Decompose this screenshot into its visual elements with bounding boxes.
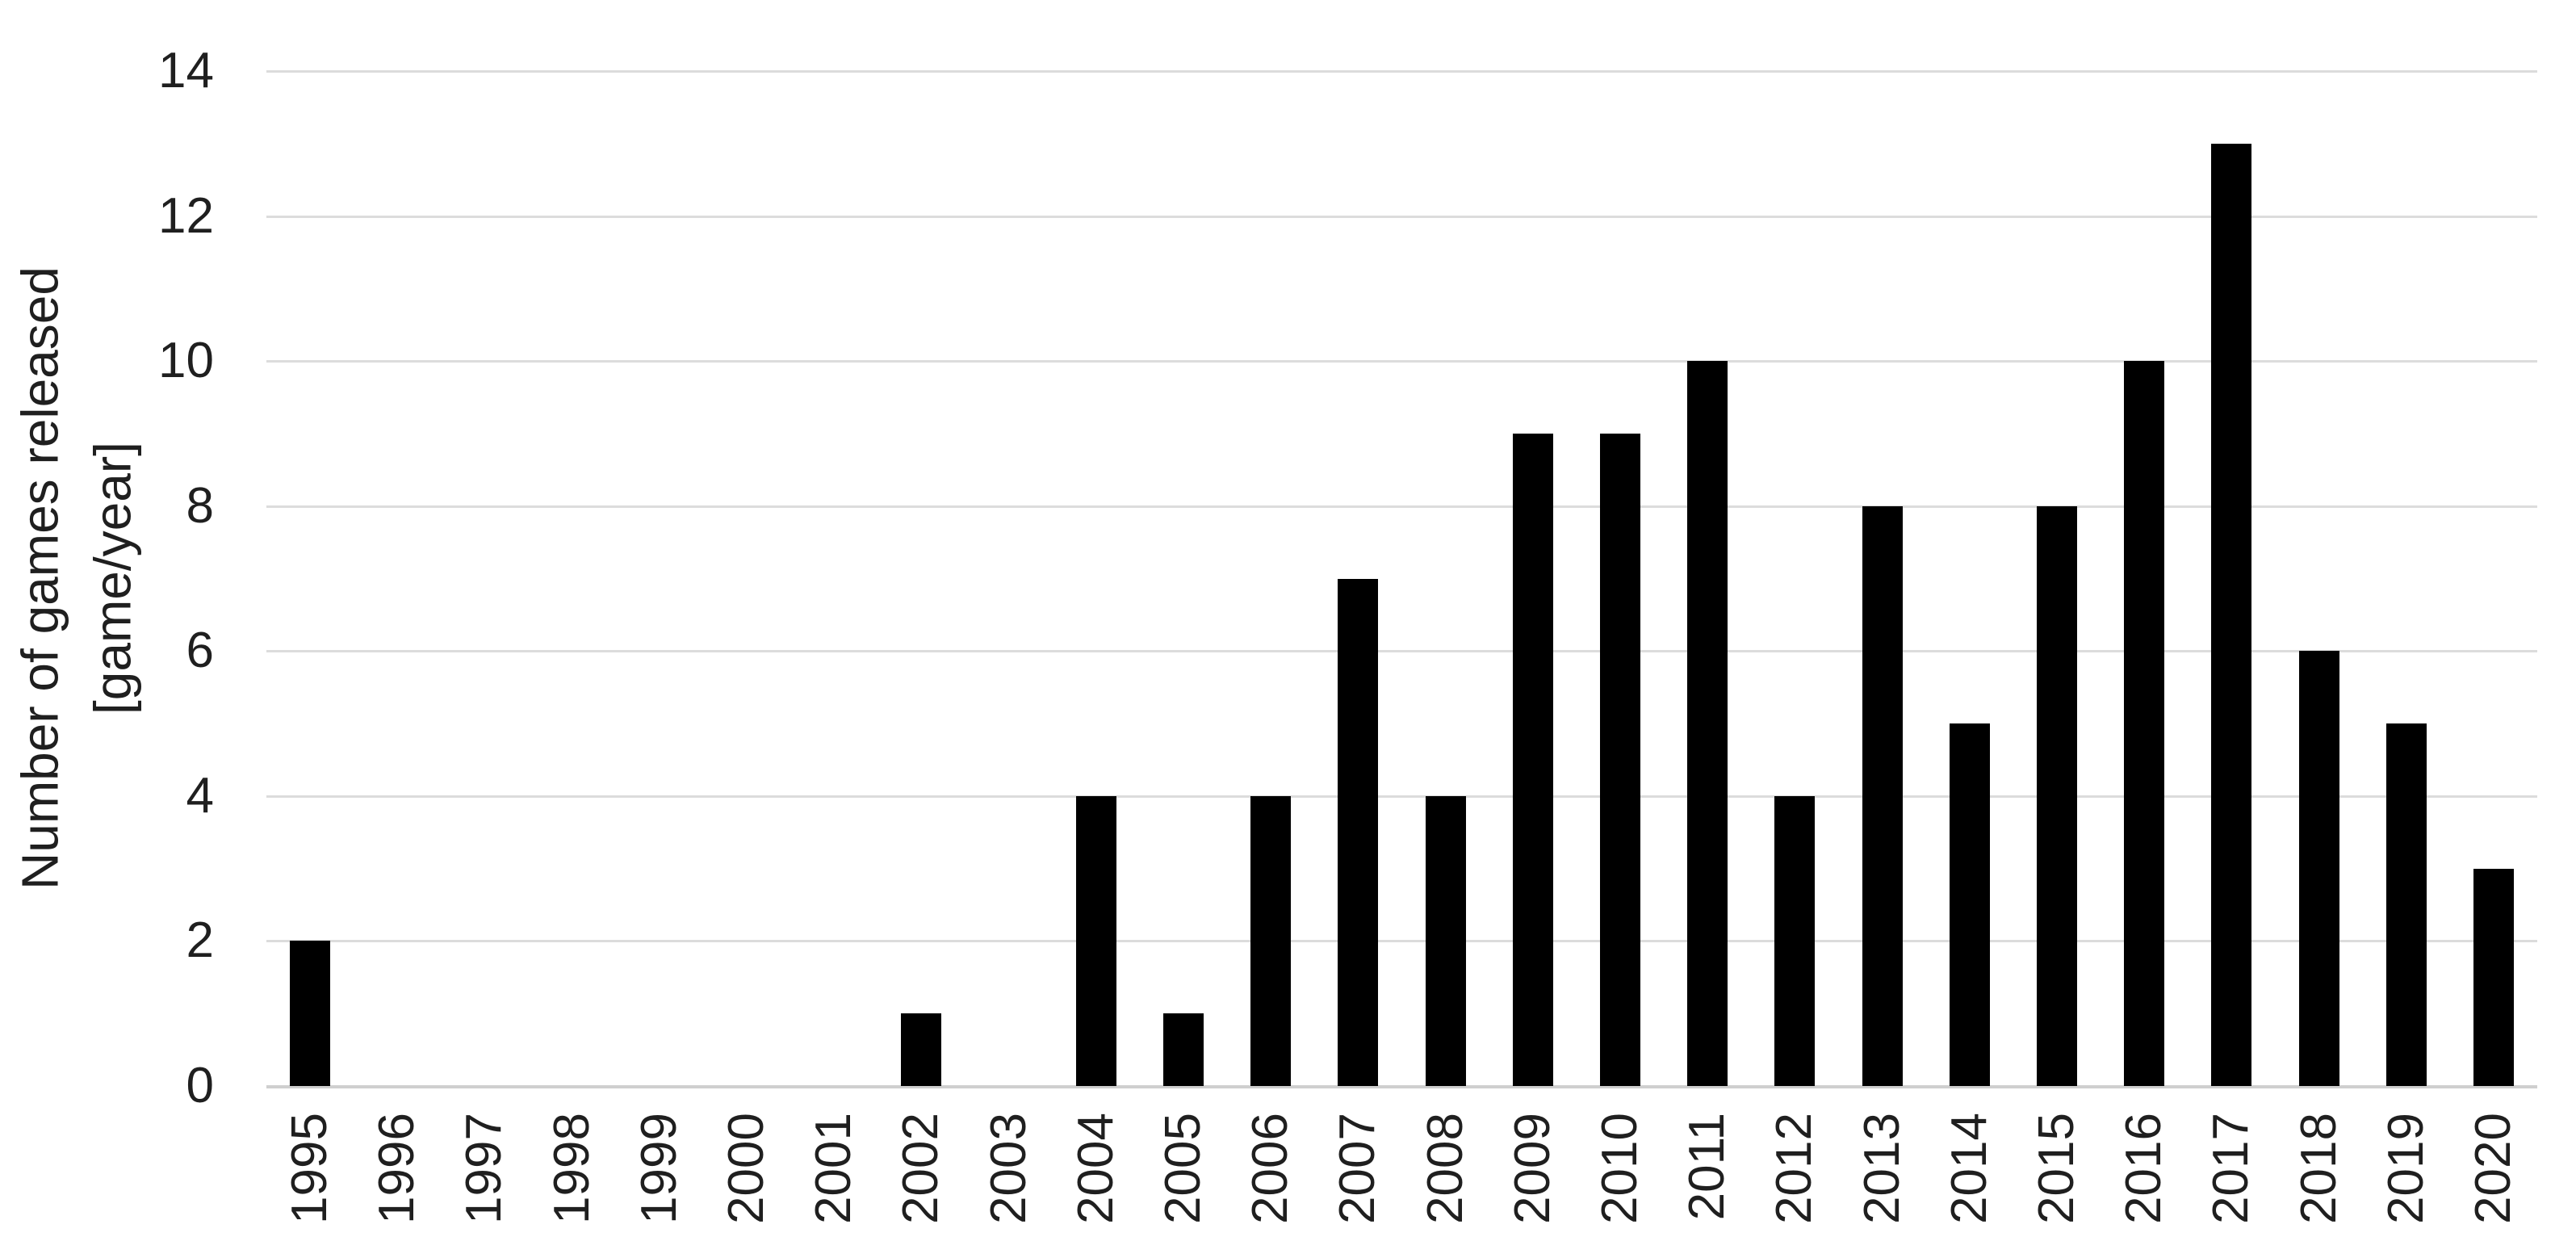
- x-tick-label-2014: 2014: [1941, 1113, 1997, 1224]
- bar-2020: [2473, 868, 2514, 1086]
- gridline-y-8: [266, 505, 2537, 508]
- gridline-y-10: [266, 360, 2537, 363]
- x-tick-label-2005: 2005: [1155, 1113, 1212, 1224]
- bar-2013: [1862, 505, 1903, 1086]
- gridline-y-2: [266, 940, 2537, 943]
- x-tick-label-2004: 2004: [1067, 1113, 1124, 1224]
- bar-2015: [2036, 505, 2077, 1086]
- bar-2017: [2211, 143, 2252, 1086]
- gridline-y-0: [266, 1085, 2537, 1088]
- bar-2018: [2298, 651, 2339, 1086]
- y-tick-label-4: 4: [186, 767, 214, 824]
- x-tick-label-2012: 2012: [1766, 1113, 1823, 1224]
- bar-2009: [1512, 433, 1553, 1086]
- bar-2012: [1774, 795, 1816, 1086]
- x-tick-label-1998: 1998: [543, 1113, 600, 1224]
- x-tick-label-2019: 2019: [2377, 1113, 2434, 1224]
- bar-2011: [1687, 361, 1728, 1086]
- y-tick-label-8: 8: [186, 477, 214, 534]
- y-tick-label-0: 0: [186, 1058, 214, 1113]
- bar-2010: [1599, 433, 1640, 1086]
- bar-2016: [2124, 361, 2165, 1086]
- y-tick-label-6: 6: [186, 623, 214, 679]
- x-tick-label-1996: 1996: [369, 1113, 425, 1224]
- x-tick-label-2003: 2003: [980, 1113, 1037, 1224]
- x-tick-label-2000: 2000: [718, 1113, 775, 1224]
- x-tick-label-2017: 2017: [2203, 1113, 2260, 1224]
- x-tick-label-1995: 1995: [282, 1113, 338, 1224]
- x-tick-label-2013: 2013: [1853, 1113, 1910, 1224]
- x-tick-label-1997: 1997: [456, 1113, 513, 1224]
- gridline-y-6: [266, 650, 2537, 653]
- x-tick-label-2015: 2015: [2028, 1113, 2084, 1224]
- plot-area: [266, 70, 2537, 1088]
- gridline-y-12: [266, 215, 2537, 218]
- x-tick-label-2007: 2007: [1330, 1113, 1386, 1224]
- x-tick-label-2018: 2018: [2290, 1113, 2347, 1224]
- y-tick-label-14: 14: [158, 43, 214, 99]
- bar-2008: [1425, 795, 1466, 1086]
- gridline-y-14: [266, 70, 2537, 73]
- bar-2005: [1163, 1013, 1204, 1086]
- bar-2019: [2385, 723, 2427, 1086]
- bar-1995: [290, 941, 331, 1086]
- x-tick-label-2009: 2009: [1504, 1113, 1560, 1224]
- bar-2006: [1250, 795, 1292, 1086]
- gridline-y-4: [266, 795, 2537, 798]
- y-tick-label-12: 12: [158, 187, 214, 244]
- x-tick-label-2006: 2006: [1242, 1113, 1299, 1224]
- bar-2007: [1338, 578, 1379, 1086]
- x-tick-label-2002: 2002: [893, 1113, 949, 1224]
- x-tick-label-2010: 2010: [1591, 1113, 1648, 1224]
- y-tick-label-10: 10: [158, 333, 214, 389]
- x-tick-label-2001: 2001: [806, 1113, 862, 1224]
- x-tick-label-2020: 2020: [2465, 1113, 2521, 1224]
- bar-2002: [901, 1013, 942, 1086]
- x-tick-label-2008: 2008: [1417, 1113, 1473, 1224]
- x-tick-label-2016: 2016: [2116, 1113, 2172, 1224]
- x-tick-label-1999: 1999: [630, 1113, 687, 1224]
- x-tick-label-2011: 2011: [1679, 1113, 1736, 1221]
- bar-2014: [1949, 723, 1990, 1086]
- bar-2004: [1075, 795, 1116, 1086]
- y-tick-label-2: 2: [186, 912, 214, 969]
